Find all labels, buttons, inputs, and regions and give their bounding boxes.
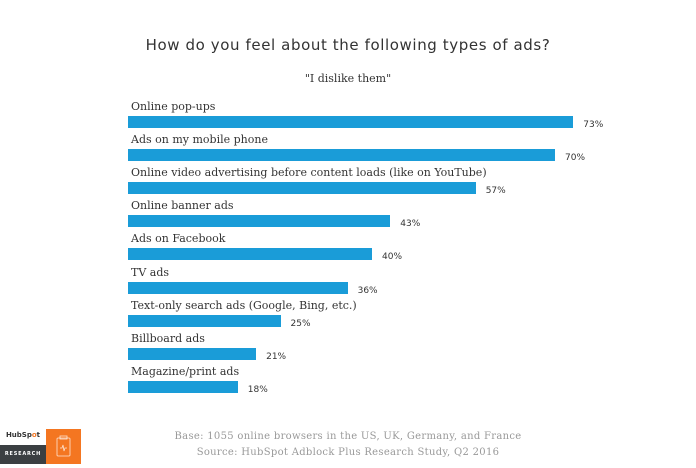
bar-value: 18% xyxy=(247,384,268,395)
bar-label: Ads on Facebook xyxy=(131,232,226,246)
bar-label: Text-only search ads (Google, Bing, etc.… xyxy=(131,298,357,312)
bar xyxy=(128,314,281,327)
bar-label: Online video advertising before content … xyxy=(131,166,487,180)
bar xyxy=(128,149,555,162)
bar xyxy=(128,281,348,294)
bar-label: TV ads xyxy=(131,265,170,279)
bar-value: 25% xyxy=(290,318,311,329)
bar xyxy=(128,347,257,360)
bar-label: Billboard ads xyxy=(131,331,205,345)
bar-label: Online banner ads xyxy=(131,199,234,213)
bar-value: 40% xyxy=(382,252,403,263)
bar-value: 57% xyxy=(485,186,506,197)
bar xyxy=(128,116,574,128)
bar-value: 43% xyxy=(400,219,421,230)
bar xyxy=(128,380,238,393)
hubspot-logo: HubSpot xyxy=(5,431,41,439)
bar xyxy=(128,215,391,228)
bar-value: 36% xyxy=(357,285,378,296)
chart-title: How do you feel about the following type… xyxy=(145,36,551,54)
bar-label: Magazine/print ads xyxy=(131,364,240,378)
clipboard-icon xyxy=(46,429,81,464)
bar-value: 73% xyxy=(583,120,604,130)
bar-label: Ads on my mobile phone xyxy=(131,133,268,147)
bar-label: Online pop-ups xyxy=(131,100,216,113)
bar-value: 21% xyxy=(266,351,287,362)
bar-value: 70% xyxy=(565,153,586,164)
base-note: Base: 1055 online browsers in the US, UK… xyxy=(174,431,522,442)
bar xyxy=(128,182,476,195)
research-label: RESEARCH xyxy=(0,445,46,464)
bar xyxy=(128,248,372,261)
chart-subtitle: "I dislike them" xyxy=(304,72,392,85)
source-note: Source: HubSpot Adblock Plus Research St… xyxy=(196,447,500,458)
